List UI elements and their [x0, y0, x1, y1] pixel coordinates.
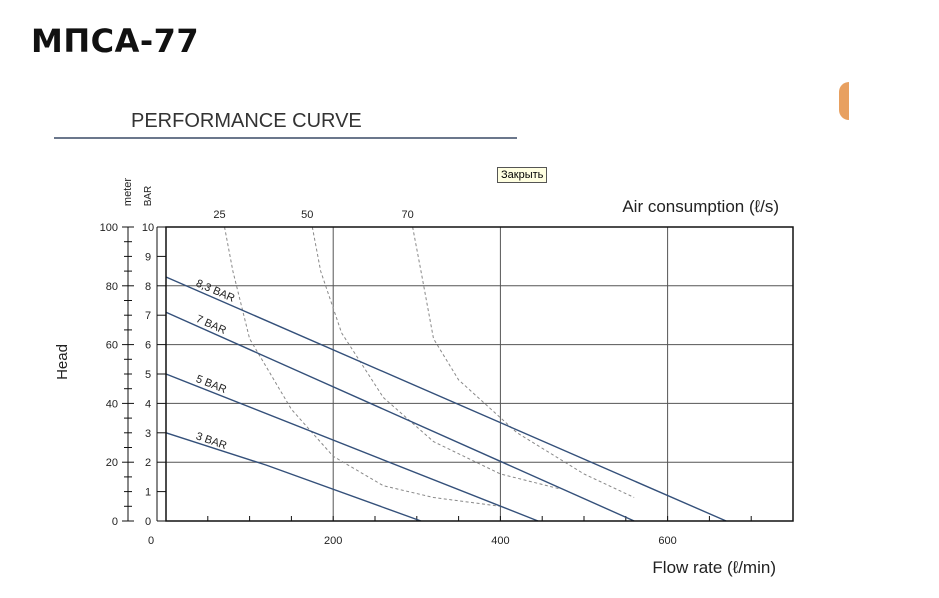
- bar-tick-label: 8: [145, 281, 151, 293]
- y-unit-bar-label: BAR: [143, 186, 154, 207]
- x-tick-label: 400: [491, 535, 509, 547]
- bar-tick-label: 6: [145, 340, 151, 352]
- bar-tick-label: 10: [142, 222, 154, 234]
- air-consumption-curve: [412, 226, 635, 498]
- bar-tick-label: 5: [145, 369, 151, 381]
- bar-tick-label: 2: [145, 457, 151, 469]
- close-tooltip: Закрыть: [497, 167, 548, 183]
- bar-tick-label: 0: [145, 516, 151, 528]
- meter-tick-label: 100: [100, 222, 118, 234]
- bar-tick-label: 1: [145, 487, 151, 499]
- meter-tick-label: 80: [106, 281, 118, 293]
- pressure-curve: [165, 311, 635, 522]
- x-tick-label: 600: [658, 535, 676, 547]
- chart-title: PERFORMANCE CURVE: [131, 110, 362, 132]
- bar-tick-label: 3: [145, 428, 151, 440]
- bar-tick-label: 7: [145, 310, 151, 322]
- pressure-curve-label: 5 BAR: [194, 373, 228, 396]
- bar-tick-label: 9: [145, 251, 151, 263]
- air-consumption-value-label: 50: [301, 209, 313, 221]
- pressure-curve: [165, 432, 422, 522]
- x-axis-label: Flow rate (ℓ/min): [652, 558, 776, 577]
- page-title: МПСА-77: [31, 22, 200, 60]
- air-consumption-curve: [224, 226, 501, 507]
- plot-frame: [165, 226, 794, 522]
- y-axis-label: Head: [54, 344, 71, 380]
- x-tick-label: 200: [324, 535, 342, 547]
- pressure-curve-label: 7 BAR: [194, 313, 228, 337]
- air-consumption-value-label: 70: [401, 209, 413, 221]
- meter-tick-label: 0: [112, 516, 118, 528]
- meter-tick-label: 20: [106, 457, 118, 469]
- meter-tick-label: 40: [106, 398, 118, 410]
- pressure-curve: [165, 276, 727, 522]
- x-tick-label: 0: [148, 535, 154, 547]
- y-unit-meter-label: meter: [122, 178, 134, 206]
- pressure-curve-label: 8,3 BAR: [194, 277, 236, 304]
- air-consumption-label: Air consumption (ℓ/s): [622, 197, 779, 216]
- pressure-curve: [165, 373, 539, 522]
- bar-tick-label: 4: [145, 398, 151, 410]
- meter-tick-label: 60: [106, 340, 118, 352]
- side-tab-handle[interactable]: [839, 82, 849, 120]
- pressure-curve-label: 3 BAR: [194, 430, 228, 452]
- air-consumption-curve: [311, 226, 560, 490]
- air-consumption-value-label: 25: [213, 209, 225, 221]
